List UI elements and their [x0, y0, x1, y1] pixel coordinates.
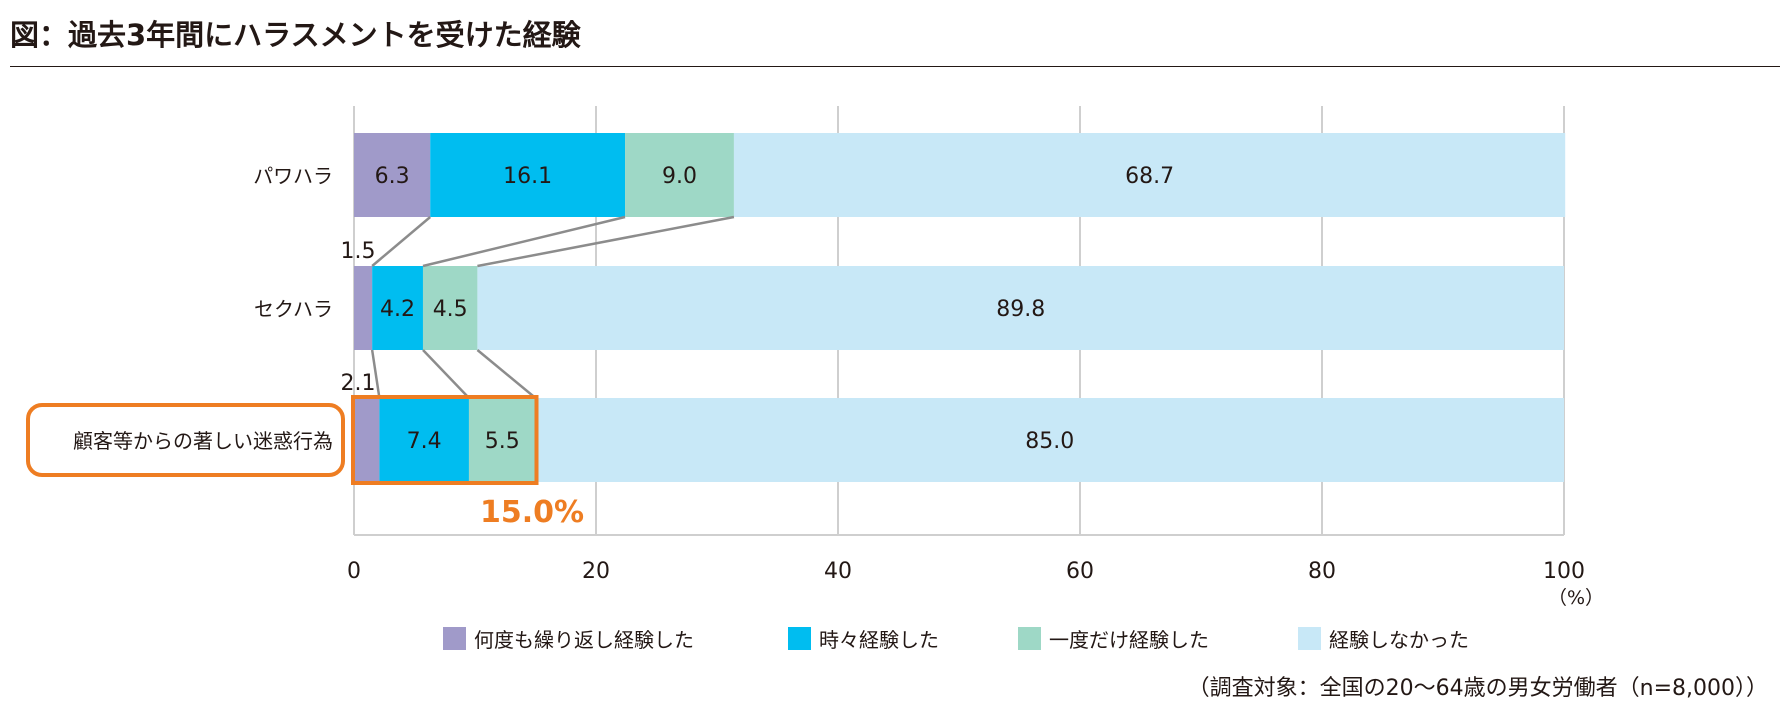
category-label-0: パワハラ [253, 164, 333, 188]
connector-line-1-2 [422, 349, 470, 399]
bar-segment-never-0 [733, 133, 1566, 217]
page-title: 図：過去3年間にハラスメントを受けた経験 [10, 18, 581, 52]
bar-segment-once-1 [422, 266, 478, 350]
bar-segment-never-1 [477, 266, 1564, 350]
x-tick-label-40: 40 [824, 559, 852, 584]
legend-item-frequent: 何度も繰り返し経験した [443, 624, 694, 653]
x-axis-unit: （%） [1548, 587, 1605, 609]
highlight-box-bar [351, 395, 539, 485]
legend-swatch-once [1018, 627, 1041, 650]
legend-item-sometimes: 時々経験した [788, 624, 939, 653]
legend-label-once: 一度だけ経験した [1049, 628, 1209, 652]
bar-segment-frequent-1 [354, 266, 373, 350]
bar-segment-once-2 [468, 398, 536, 482]
connector-line-0-3 [477, 215, 735, 268]
bar-segment-frequent-2 [354, 398, 380, 482]
stacked-bar-chart: 0 20 40 60 80 100 6.3 16.1 9.0 68.7 1.5 4.2 4.5 89.8 2… [26, 106, 1585, 584]
data-label-sometimes-1: 4.2 [380, 297, 415, 322]
x-tick-label-60: 60 [1066, 559, 1094, 584]
bar-segment-never-2 [535, 398, 1564, 482]
legend-swatch-frequent [443, 627, 466, 650]
data-label-never-2: 85.0 [1025, 429, 1074, 454]
legend-label-sometimes: 時々経験した [819, 628, 939, 652]
legend: 何度も繰り返し経験した 時々経験した 一度だけ経験した 経験しなかった [0, 624, 1790, 654]
data-label-once-1: 4.5 [433, 297, 468, 322]
data-label-never-0: 68.7 [1125, 164, 1174, 189]
data-label-once-2: 5.5 [485, 429, 520, 454]
bar-segment-sometimes-2 [379, 398, 469, 482]
title-divider [10, 66, 1780, 67]
highlight-box-category [26, 403, 345, 477]
legend-label-frequent: 何度も繰り返し経験した [474, 628, 694, 652]
data-label-frequent-0: 6.3 [375, 164, 410, 189]
data-label-frequent-1: 1.5 [341, 239, 376, 264]
bar-segment-sometimes-0 [430, 133, 626, 217]
bar-segment-frequent-0 [354, 133, 431, 217]
highlight-total-label: 15.0% [480, 495, 584, 530]
connector-line-0-1 [371, 216, 432, 267]
connector-line-0-2 [422, 215, 626, 268]
x-tick-label-20: 20 [582, 559, 610, 584]
survey-note: （調査対象：全国の20〜64歳の男女労働者（n=8,000）） [1187, 676, 1768, 701]
legend-swatch-never [1298, 627, 1321, 650]
legend-item-never: 経験しなかった [1298, 624, 1469, 653]
data-label-frequent-2: 2.1 [341, 371, 376, 396]
bar-segment-sometimes-1 [372, 266, 423, 350]
connector-line-1-3 [476, 349, 537, 399]
data-label-sometimes-0: 16.1 [503, 164, 552, 189]
data-label-once-0: 9.0 [662, 164, 697, 189]
legend-swatch-sometimes [788, 627, 811, 650]
legend-item-once: 一度だけ経験した [1018, 624, 1209, 653]
x-tick-label-80: 80 [1308, 559, 1336, 584]
x-tick-label-0: 0 [347, 559, 361, 584]
data-label-sometimes-2: 7.4 [407, 429, 442, 454]
x-tick-label-100: 100 [1543, 559, 1585, 584]
bar-segment-once-0 [625, 133, 734, 217]
category-label-1: セクハラ [254, 297, 333, 321]
legend-label-never: 経験しなかった [1329, 628, 1469, 652]
category-label-2: 顧客等からの著しい迷惑行為 [73, 429, 333, 453]
data-label-never-1: 89.8 [996, 297, 1045, 322]
connector-line-1-1 [370, 349, 381, 399]
